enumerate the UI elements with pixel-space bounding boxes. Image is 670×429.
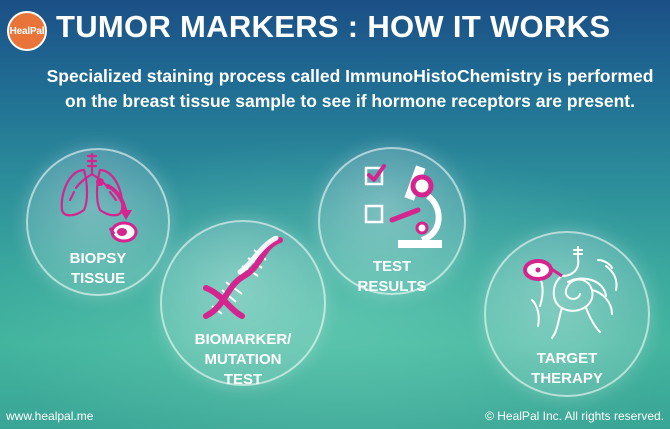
dna-icon [203,236,283,319]
step-circle-biopsy [26,148,170,296]
website-link[interactable]: www.healpal.me [6,409,94,423]
microscope-checklist-icon [364,164,442,248]
healpal-logo[interactable]: HealPal [7,11,47,51]
step-label-target-therapy: TARGET THERAPY [531,350,603,387]
target-therapy-icon [523,246,618,339]
description-text: Specialized staining process called Immu… [46,66,654,111]
step-label-biopsy: BIOPSY TISSUE [69,250,127,287]
page-title: TUMOR MARKERS : HOW IT WORKS [56,9,611,44]
copyright-text: © HealPal Inc. All rights reserved. [485,409,664,423]
step-circle-biomarker [160,220,326,386]
step-label-biomarker: BIOMARKER/ MUTATION TEST [194,331,292,388]
lungs-biopsy-icon [60,152,138,243]
step-label-test-results: TEST RESULTS [357,258,427,295]
step-circle-target-therapy [484,231,650,397]
